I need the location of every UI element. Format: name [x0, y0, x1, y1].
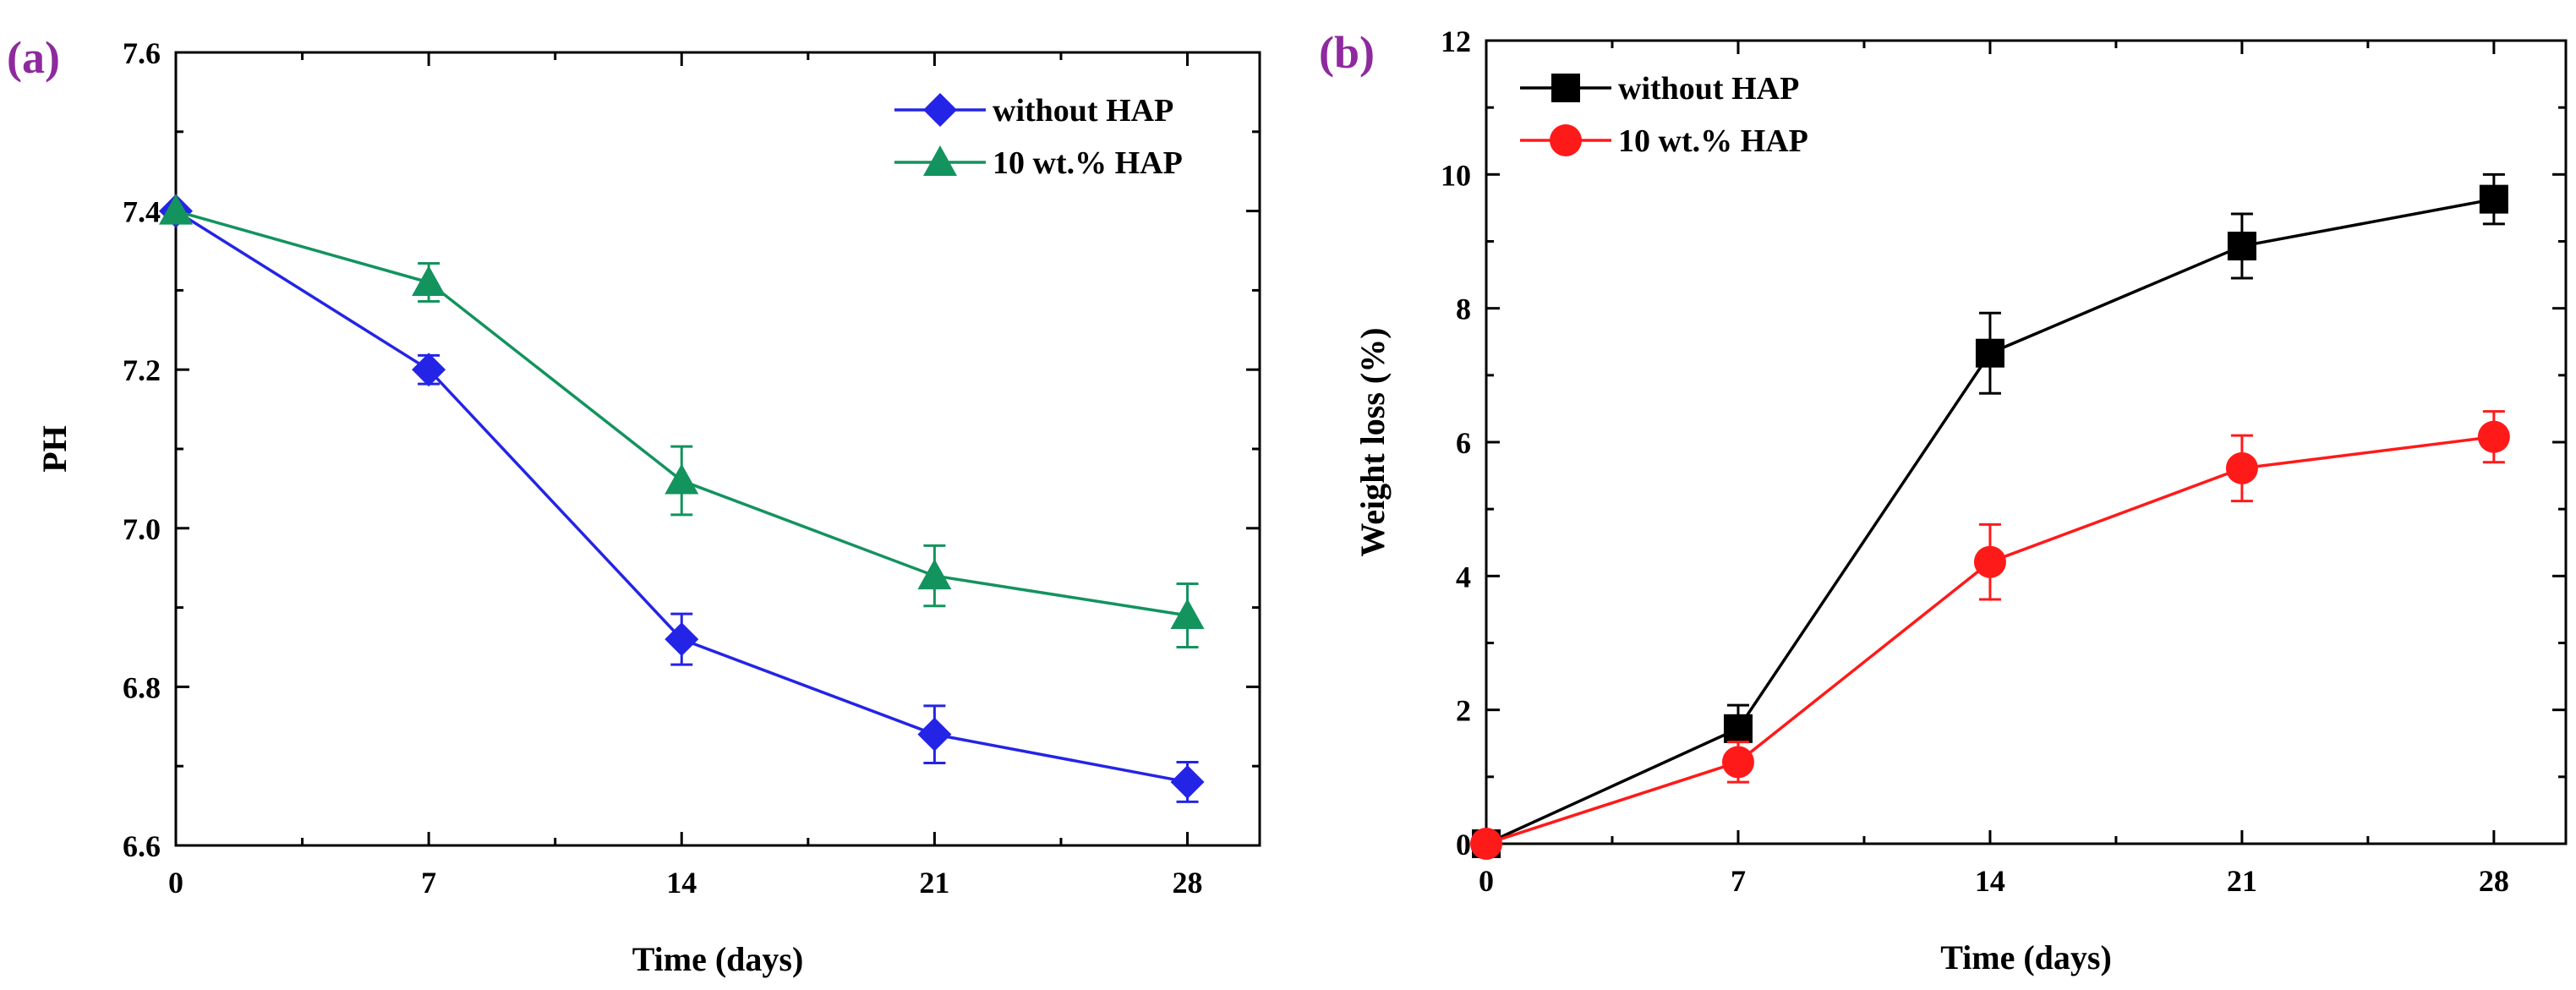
legend-label: without HAP	[1618, 71, 1799, 107]
data-point	[665, 622, 699, 657]
data-point	[917, 559, 952, 590]
x-tick-label: 7	[1731, 864, 1746, 898]
x-tick-label: 0	[168, 866, 183, 900]
y-tick-label: 7.4	[123, 195, 161, 229]
y-tick-label: 7.6	[123, 36, 161, 70]
x-tick-label: 14	[1975, 864, 2005, 898]
data-point	[1723, 714, 1753, 743]
y-tick-label: 7.2	[123, 353, 161, 387]
y-tick-label: 6.8	[123, 670, 161, 704]
legend: without HAP 10 wt.% HAP	[1520, 71, 1808, 159]
series-line	[1485, 197, 2495, 845]
x-tick-label: 21	[919, 866, 949, 900]
series-10-wt-hap	[159, 194, 1205, 648]
data-point	[1721, 746, 1754, 779]
series-line	[175, 209, 1188, 617]
legend-marker	[1551, 74, 1580, 102]
data-point	[2227, 232, 2256, 261]
series-10-wt-hap	[1470, 410, 2510, 860]
x-tick-label: 0	[1479, 864, 1494, 898]
x-axis-title: Time (days)	[632, 940, 804, 978]
legend-label: 10 wt.% HAP	[993, 145, 1183, 181]
data-point	[1170, 764, 1205, 799]
x-tick-label: 7	[421, 866, 436, 900]
legend-marker	[923, 93, 957, 127]
data-point	[1975, 338, 2004, 368]
x-tick-label: 28	[2479, 864, 2509, 898]
y-tick-label: 2	[1456, 694, 1471, 728]
data-point	[159, 194, 193, 225]
plot-frame	[1485, 39, 2568, 845]
data-point	[2477, 420, 2510, 453]
y-tick-label: 0	[1456, 828, 1471, 861]
y-tick-label: 7.0	[123, 512, 161, 546]
series-line	[1485, 435, 2495, 845]
legend-label: without HAP	[993, 93, 1173, 129]
panel-label: (a)	[7, 32, 60, 83]
x-tick-label: 14	[666, 866, 697, 900]
panel-label: (b)	[1319, 27, 1375, 78]
data-point	[2479, 184, 2508, 214]
series-without-hap	[159, 194, 1205, 803]
y-tick-label: 6	[1456, 426, 1471, 460]
y-axis-title: PH	[36, 425, 74, 473]
data-point	[1470, 828, 1502, 860]
y-tick-label: 8	[1456, 293, 1471, 326]
legend: without HAP 10 wt.% HAP	[894, 93, 1183, 181]
x-tick-label: 28	[1173, 866, 1203, 900]
y-tick-label: 4	[1456, 560, 1471, 593]
y-tick-label: 6.6	[123, 829, 161, 863]
x-tick-label: 21	[2227, 864, 2257, 898]
data-point	[665, 463, 699, 495]
data-point	[1973, 545, 2006, 578]
chart-panel-b: (b) 0 7 14 21 28 0 2 4 6 8 10 12 Time (days) Weight lo…	[1319, 25, 2568, 976]
y-tick-label: 12	[1441, 25, 1471, 58]
series-without-hap	[1472, 172, 2508, 858]
data-point	[412, 353, 446, 387]
chart-panel-a: (a) 0 7 14 21 28 6.6 6.8 7.0 7.2 7.4 7.6 Time (days)…	[7, 32, 1261, 978]
data-point	[2225, 451, 2258, 484]
data-point	[412, 265, 446, 297]
legend-label: 10 wt.% HAP	[1618, 123, 1808, 159]
data-point	[1170, 598, 1205, 629]
x-axis-title: Time (days)	[1940, 938, 2112, 976]
y-axis-title: Weight loss (%)	[1354, 327, 1392, 556]
data-point	[917, 717, 952, 752]
legend-marker	[923, 145, 957, 176]
legend-marker	[1550, 124, 1582, 156]
y-tick-label: 10	[1441, 158, 1471, 192]
